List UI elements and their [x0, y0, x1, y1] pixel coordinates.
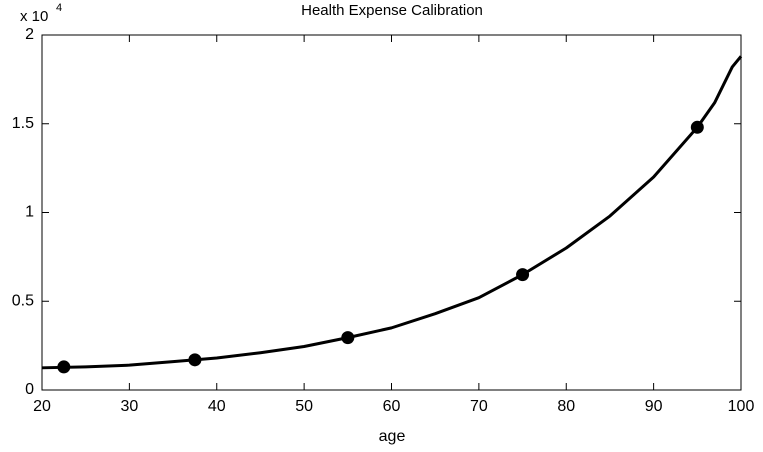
x-tick-label: 100: [728, 398, 755, 415]
x-tick-label: 30: [120, 398, 138, 415]
chart-title: Health Expense Calibration: [301, 2, 483, 19]
y-tick-label: 1: [25, 204, 34, 221]
x-tick-label: 80: [557, 398, 575, 415]
y-tick-label: 1.5: [12, 115, 34, 132]
data-point: [341, 331, 355, 345]
plot-area: [41, 34, 742, 391]
data-line: [41, 55, 743, 370]
x-tick-label: 20: [33, 398, 51, 415]
y-multiplier: x 10: [20, 8, 48, 25]
y-tick-label: 0.5: [12, 292, 34, 309]
data-point: [516, 268, 530, 282]
x-axis-label: age: [379, 428, 406, 445]
x-tick-label: 60: [383, 398, 401, 415]
y-tick-label: 2: [25, 26, 34, 43]
x-tick-label: 40: [208, 398, 226, 415]
y-multiplier-exponent: 4: [56, 2, 62, 14]
x-tick-label: 50: [295, 398, 313, 415]
data-point: [188, 353, 202, 367]
data-point: [57, 360, 71, 374]
y-tick-label: 0: [25, 381, 34, 398]
x-tick-label: 70: [470, 398, 488, 415]
data-point: [690, 120, 704, 134]
x-tick-label: 90: [645, 398, 663, 415]
